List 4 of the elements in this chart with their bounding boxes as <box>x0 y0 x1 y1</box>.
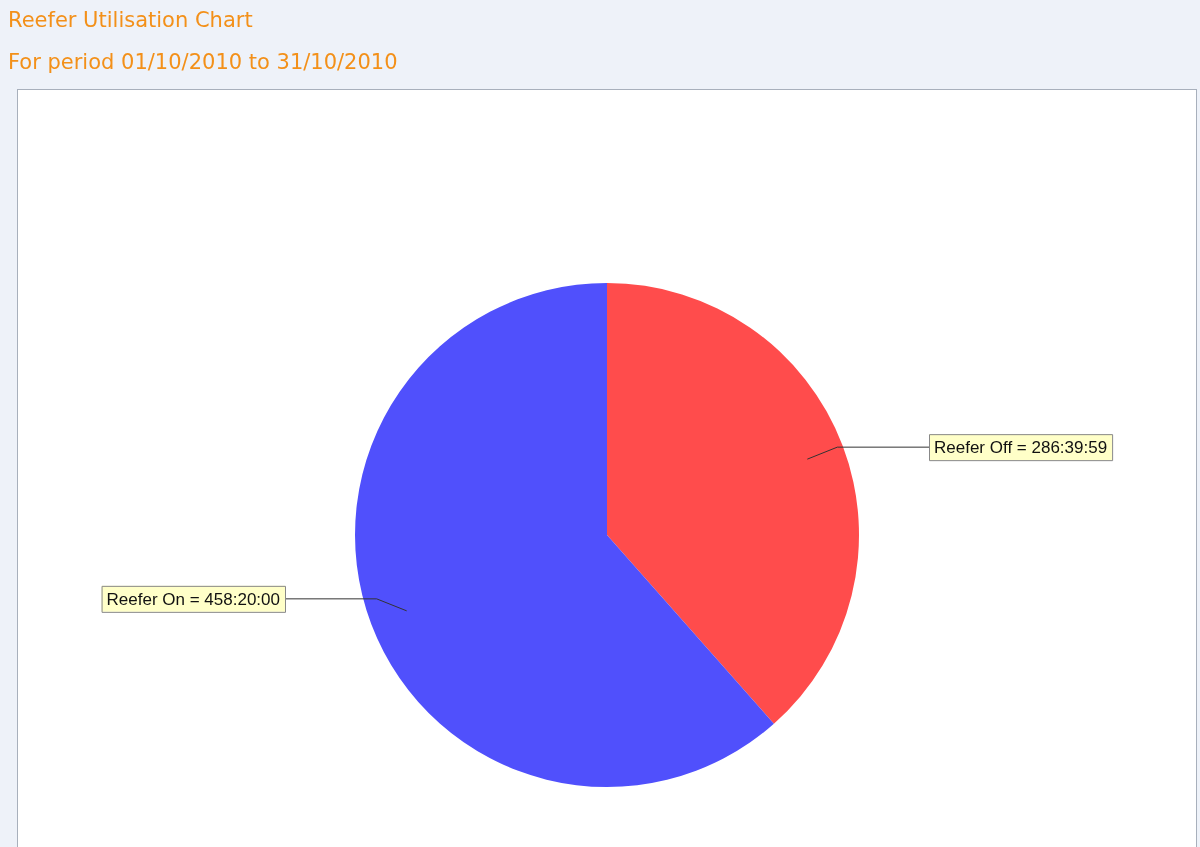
slice-label: Reefer Off = 286:39:59 <box>934 437 1108 457</box>
slice-label: Reefer On = 458:20:00 <box>106 589 281 609</box>
chart-subtitle: For period 01/10/2010 to 31/10/2010 <box>8 50 398 74</box>
chart-title: Reefer Utilisation Chart <box>8 8 253 32</box>
